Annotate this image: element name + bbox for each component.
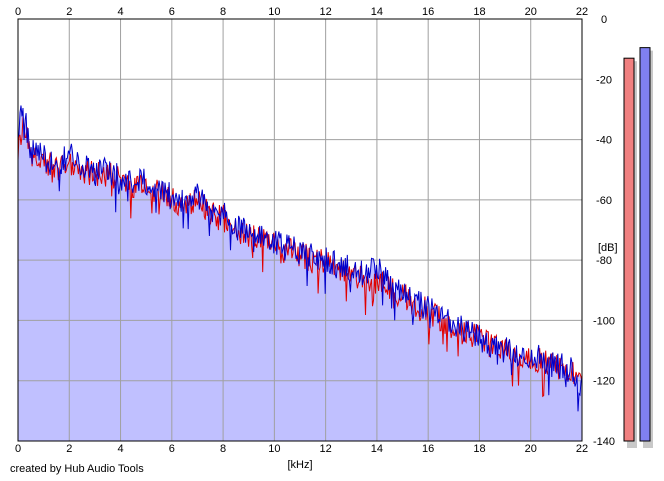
y-tick-label: -20 — [596, 74, 612, 86]
y-tick-label: -120 — [593, 376, 615, 388]
plot-border — [17, 18, 583, 442]
x-tick-label-top: 0 — [15, 6, 21, 18]
x-tick-label-bottom: 22 — [576, 443, 588, 455]
x-tick-label-bottom: 0 — [15, 443, 21, 455]
spectrum-area-fill — [18, 105, 582, 441]
x-tick-label-top: 18 — [473, 6, 485, 18]
y-tick-label: -80 — [596, 255, 612, 267]
y-tick-label: -100 — [593, 315, 615, 327]
x-tick-label-top: 14 — [371, 6, 383, 18]
series-line-1 — [17, 116, 583, 398]
x-tick-label-bottom: 14 — [371, 443, 383, 455]
x-tick-label-top: 12 — [320, 6, 332, 18]
x-tick-label-bottom: 12 — [320, 443, 332, 455]
y-axis-label: [dB] — [598, 242, 618, 254]
x-tick-label-bottom: 6 — [169, 443, 175, 455]
x-tick-label-top: 22 — [576, 6, 588, 18]
x-axis-bottom: 0 2 4 6 8 10 12 14 16 18 20 22 — [15, 443, 588, 455]
x-axis-label: [kHz] — [287, 459, 312, 471]
x-tick-label-bottom: 16 — [422, 443, 434, 455]
series-line-2 — [17, 105, 583, 412]
x-tick-label-bottom: 8 — [220, 443, 226, 455]
x-tick-label-top: 4 — [117, 6, 123, 18]
level-meters — [623, 47, 653, 449]
x-tick-label-bottom: 10 — [268, 443, 280, 455]
x-tick-label-bottom: 2 — [66, 443, 72, 455]
y-tick-label: -40 — [596, 135, 612, 147]
y-axis-right: 0 -20 -40 -60 -80 -100 -120 -140 — [593, 14, 615, 448]
level-meter-2 — [639, 47, 651, 442]
x-tick-label-top: 2 — [66, 6, 72, 18]
credit-text: created by Hub Audio Tools — [10, 463, 144, 475]
y-tick-label: 0 — [601, 14, 607, 26]
spectrum-fill — [18, 105, 582, 441]
x-axis-top: 0 2 4 6 8 10 12 14 16 18 20 22 — [15, 6, 588, 18]
level-meter-1 — [623, 57, 635, 442]
x-tick-label-top: 6 — [169, 6, 175, 18]
x-tick-label-bottom: 18 — [473, 443, 485, 455]
series-lines — [17, 105, 583, 412]
x-tick-label-top: 16 — [422, 6, 434, 18]
x-tick-label-top: 20 — [525, 6, 537, 18]
x-tick-label-bottom: 20 — [525, 443, 537, 455]
x-tick-label-bottom: 4 — [117, 443, 123, 455]
y-tick-label: -140 — [593, 436, 615, 448]
x-tick-label-top: 10 — [268, 6, 280, 18]
plot-frame — [17, 18, 583, 442]
y-tick-label: -60 — [596, 195, 612, 207]
x-tick-label-top: 8 — [220, 6, 226, 18]
